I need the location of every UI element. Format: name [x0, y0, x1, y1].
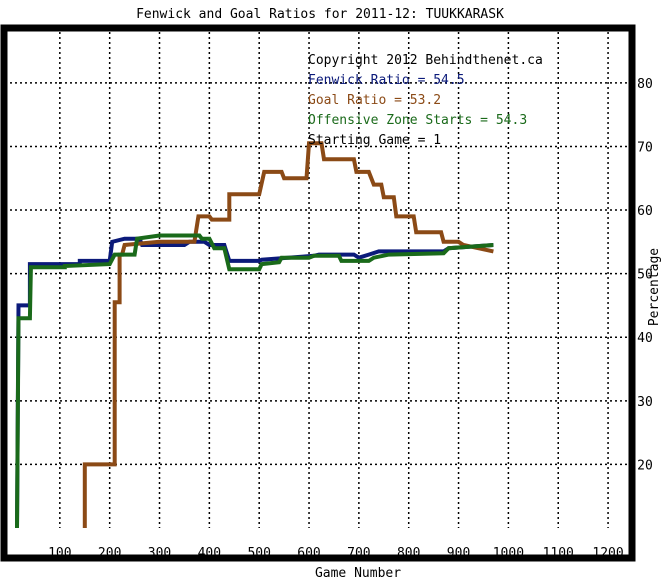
- x-tick-label: 700: [347, 546, 370, 561]
- series-line: [15, 236, 494, 529]
- x-tick-label: 500: [247, 546, 270, 561]
- series-lines: [15, 141, 494, 529]
- x-tick-label: 400: [198, 546, 221, 561]
- y-tick-label: 50: [637, 268, 653, 283]
- x-tick-label: 900: [447, 546, 470, 561]
- x-axis-label: Game Number: [315, 566, 401, 580]
- chart-title: Fenwick and Goal Ratios for 2011-12: TUU…: [136, 7, 504, 22]
- legend-annotation: Fenwick Ratio = 54.5: [308, 73, 465, 88]
- y-tick-label: 30: [637, 395, 653, 410]
- x-tick-label: 100: [48, 546, 71, 561]
- y-axis-label: Percentage: [647, 248, 662, 326]
- y-tick-label: 80: [637, 77, 653, 92]
- y-axis-ticks: 20 30 40 50 60 70 80: [637, 77, 653, 474]
- x-axis-ticks: 100 200 300 400 500 600 700 800 900 1000 1100 1200: [48, 546, 624, 561]
- plot-frame: [0, 24, 636, 562]
- x-tick-label: 1200: [592, 546, 623, 561]
- gridlines: [10, 32, 628, 528]
- legend-annotation: Copyright 2012 Behindthenet.ca: [308, 53, 543, 68]
- y-tick-label: 60: [637, 204, 653, 219]
- x-tick-label: 1000: [493, 546, 524, 561]
- x-tick-label: 300: [148, 546, 171, 561]
- legend-annotation: Starting Game = 1: [308, 133, 441, 148]
- legend-annotation: Offensive Zone Starts = 54.3: [308, 113, 527, 128]
- y-tick-label: 70: [637, 140, 653, 155]
- y-tick-label: 40: [637, 331, 653, 346]
- x-tick-label: 200: [98, 546, 121, 561]
- y-tick-label: 20: [637, 458, 653, 473]
- legend-annotation: Goal Ratio = 53.2: [308, 93, 441, 108]
- series-line: [15, 233, 494, 529]
- x-tick-label: 600: [297, 546, 320, 561]
- x-tick-label: 800: [397, 546, 420, 561]
- x-tick-label: 1100: [543, 546, 574, 561]
- legend-annotations: Copyright 2012 Behindthenet.ca Fenwick Ra…: [308, 53, 543, 148]
